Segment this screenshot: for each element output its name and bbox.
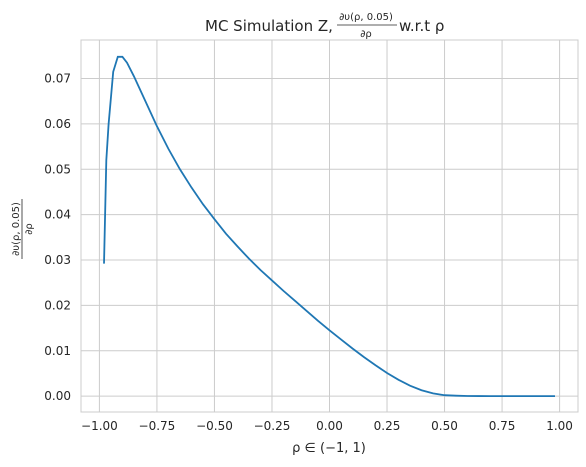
y-tick-label: 0.06	[44, 117, 71, 131]
y-tick-label: 0.05	[44, 162, 71, 176]
y-tick-label: 0.01	[44, 344, 71, 358]
x-tick-label: −0.75	[139, 419, 176, 433]
x-tick-labels: −1.00 −0.75 −0.50 −0.25 0.00 0.25 0.50 0.75 1.00	[81, 419, 573, 433]
series-line	[103, 55, 555, 398]
y-tick-label: 0.03	[44, 253, 71, 267]
x-tick-label: 0.75	[489, 419, 516, 433]
chart-title-frac-den: ∂ρ	[360, 29, 372, 40]
chart-title-suffix: w.r.t ρ	[399, 17, 444, 35]
x-axis-label: ρ ∈ (−1, 1)	[292, 441, 366, 456]
x-tick-label: −0.25	[254, 419, 291, 433]
y-tick-label: 0.02	[44, 298, 71, 312]
x-tick-label: −0.50	[196, 419, 233, 433]
x-tick-label: 0.00	[316, 419, 343, 433]
y-tick-label: 0.00	[44, 389, 71, 403]
x-tick-label: 1.00	[546, 419, 573, 433]
y-axis-label: ∂υ(ρ, 0.05) ∂ρ	[11, 199, 35, 259]
grid	[81, 40, 578, 412]
y-axis-label-num: ∂υ(ρ, 0.05)	[11, 202, 22, 256]
y-tick-label: 0.04	[44, 208, 71, 222]
x-tick-label: −1.00	[81, 419, 118, 433]
y-tick-label: 0.07	[44, 72, 71, 86]
y-axis-label-den: ∂ρ	[24, 223, 35, 235]
x-tick-label: 0.25	[374, 419, 401, 433]
chart-title-frac-num: ∂υ(ρ, 0.05)	[339, 12, 393, 23]
chart-title-prefix: MC Simulation Z,	[205, 17, 333, 35]
y-tick-labels: 0.00 0.01 0.02 0.03 0.04 0.05 0.06 0.07	[44, 72, 71, 404]
x-tick-label: 0.50	[431, 419, 458, 433]
